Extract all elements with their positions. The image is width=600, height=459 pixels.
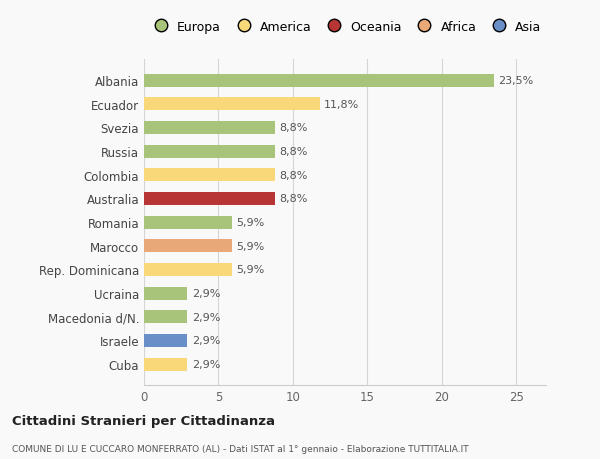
Text: 8,8%: 8,8% [280, 170, 308, 180]
Bar [144, 287, 187, 300]
Text: 23,5%: 23,5% [499, 76, 533, 86]
Bar [144, 74, 494, 88]
Text: 5,9%: 5,9% [236, 265, 265, 275]
Text: 8,8%: 8,8% [280, 123, 308, 133]
Text: 2,9%: 2,9% [191, 359, 220, 369]
Bar [144, 146, 275, 158]
Text: COMUNE DI LU E CUCCARO MONFERRATO (AL) - Dati ISTAT al 1° gennaio - Elaborazione: COMUNE DI LU E CUCCARO MONFERRATO (AL) -… [12, 444, 469, 453]
Text: 11,8%: 11,8% [324, 100, 359, 110]
Text: 5,9%: 5,9% [236, 218, 265, 228]
Bar [144, 169, 275, 182]
Text: 2,9%: 2,9% [191, 312, 220, 322]
Legend: Europa, America, Oceania, Africa, Asia: Europa, America, Oceania, Africa, Asia [145, 17, 545, 38]
Bar [144, 334, 187, 347]
Text: Cittadini Stranieri per Cittadinanza: Cittadini Stranieri per Cittadinanza [12, 414, 275, 428]
Text: 2,9%: 2,9% [191, 336, 220, 346]
Bar [144, 358, 187, 371]
Bar [144, 98, 320, 111]
Text: 5,9%: 5,9% [236, 241, 265, 251]
Text: 2,9%: 2,9% [191, 288, 220, 298]
Bar [144, 216, 232, 229]
Bar [144, 240, 232, 253]
Text: 8,8%: 8,8% [280, 147, 308, 157]
Bar [144, 311, 187, 324]
Text: 8,8%: 8,8% [280, 194, 308, 204]
Bar [144, 122, 275, 134]
Bar [144, 192, 275, 206]
Bar [144, 263, 232, 276]
